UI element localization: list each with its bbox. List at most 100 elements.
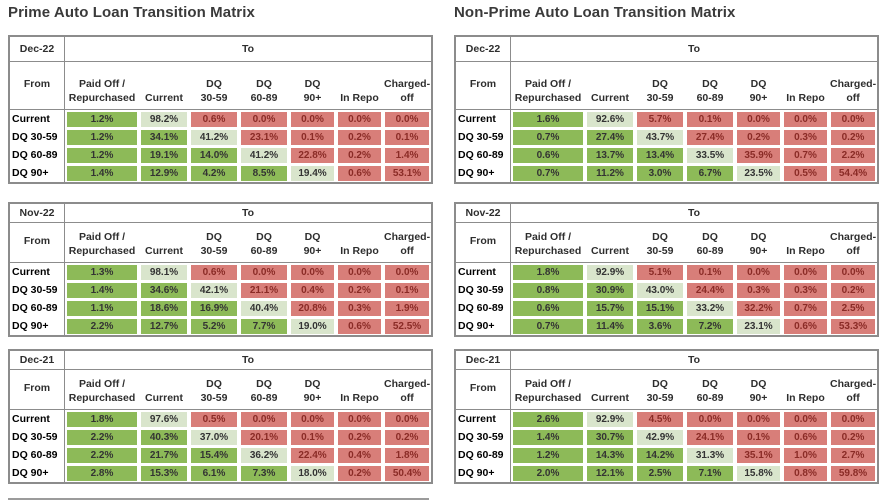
next-table-top-edge [8, 497, 429, 500]
matrix-cell: 2.8% [65, 463, 139, 482]
matrix-cell: 43.7% [635, 127, 685, 146]
matrix-cell: 0.1% [685, 109, 735, 128]
column-header-dq-60-89: DQ 60-89 [239, 222, 289, 263]
row-label: DQ 60-89 [10, 145, 65, 164]
matrix-cell: 1.1% [65, 298, 139, 317]
matrix-cell: 0.5% [782, 163, 829, 182]
row-label: DQ 30-59 [10, 127, 65, 146]
matrix-cell: 35.1% [735, 445, 782, 464]
period-label: Dec-22 [456, 36, 511, 62]
matrix-cell: 41.2% [189, 127, 239, 146]
matrix-cell: 13.4% [635, 145, 685, 164]
matrix-cell: 1.8% [65, 409, 139, 428]
matrix-cell: 1.4% [65, 163, 139, 182]
matrix-cell: 0.0% [782, 409, 829, 428]
column-header-dq-90: DQ 90+ [289, 369, 336, 410]
period-header-row: Nov-22 To [456, 203, 878, 223]
matrix-row-dq-90: DQ 90+ 0.7% 11.2% 3.0% 6.7% 23.5% 0.5% 54.4% [456, 163, 878, 182]
matrix-cell: 0.0% [239, 109, 289, 128]
prime-tables-container: Dec-22 To From Paid Off / Repurchased Curren… [8, 34, 434, 484]
period-label: Dec-21 [10, 350, 65, 370]
matrix-cell: 6.1% [189, 463, 239, 482]
column-header-dq-30-59: DQ 30-59 [189, 61, 239, 110]
matrix-cell: 0.0% [685, 409, 735, 428]
column-header-paid-off-repurchased: Paid Off / Repurchased [65, 61, 139, 110]
matrix-cell: 1.2% [65, 109, 139, 128]
to-header: To [65, 36, 432, 62]
matrix-cell: 5.7% [635, 109, 685, 128]
matrix-cell: 33.2% [685, 298, 735, 317]
matrix-row-dq-30-59: DQ 30-59 0.7% 27.4% 43.7% 27.4% 0.2% 0.3% 0.2% [456, 127, 878, 146]
matrix-cell: 0.1% [383, 127, 432, 146]
matrix-cell: 0.0% [239, 409, 289, 428]
nonprime-section-title: Non-Prime Auto Loan Transition Matrix [454, 4, 736, 21]
matrix-cell: 13.7% [585, 145, 635, 164]
section-prime: Prime Auto Loan Transition Matrix Dec-22… [8, 4, 434, 500]
matrix-cell: 2.2% [829, 145, 878, 164]
from-header: From [10, 222, 65, 263]
matrix-cell: 0.3% [735, 280, 782, 299]
matrix-row-current: Current 1.8% 97.6% 0.5% 0.0% 0.0% 0.0% 0.0% [10, 409, 432, 428]
matrix-row-dq-30-59: DQ 30-59 1.4% 34.6% 42.1% 21.1% 0.4% 0.2% 0.1% [10, 280, 432, 299]
matrix-cell: 0.3% [782, 280, 829, 299]
column-header-dq-60-89: DQ 60-89 [685, 222, 735, 263]
matrix-row-dq-60-89: DQ 60-89 0.6% 15.7% 15.1% 33.2% 32.2% 0.7% 2.5% [456, 298, 878, 317]
matrix-row-dq-90: DQ 90+ 2.0% 12.1% 2.5% 7.1% 15.8% 0.8% 59.8% [456, 463, 878, 482]
row-label: DQ 30-59 [10, 427, 65, 446]
column-header-dq-60-89: DQ 60-89 [239, 369, 289, 410]
column-header-current: Current [585, 222, 635, 263]
matrix-cell: 2.5% [635, 463, 685, 482]
column-header-in-repo: In Repo [782, 222, 829, 263]
to-header: To [65, 350, 432, 370]
matrix-cell: 4.2% [189, 163, 239, 182]
matrix-cell: 0.0% [289, 262, 336, 281]
period-label: Nov-22 [456, 203, 511, 223]
matrix-cell: 30.9% [585, 280, 635, 299]
matrix-cell: 0.2% [829, 280, 878, 299]
matrix-cell: 22.8% [289, 145, 336, 164]
matrix-cell: 0.0% [829, 109, 878, 128]
nonprime-transition-matrix-dec-21: Dec-21 To From Paid Off / Repurchased Curren… [454, 348, 880, 484]
period-header-row: Nov-22 To [10, 203, 432, 223]
column-header-dq-30-59: DQ 30-59 [635, 369, 685, 410]
prime-transition-matrix-nov-22: Nov-22 To From Paid Off / Repurchased Curren… [8, 201, 434, 337]
matrix-cell: 92.6% [585, 109, 635, 128]
matrix-cell: 1.2% [511, 445, 585, 464]
matrix-cell: 18.0% [289, 463, 336, 482]
column-header-paid-off-repurchased: Paid Off / Repurchased [511, 222, 585, 263]
row-label: DQ 60-89 [456, 145, 511, 164]
column-header-charged-off: Charged- off [829, 222, 878, 263]
matrix-cell: 30.7% [585, 427, 635, 446]
nonprime-tables-container: Dec-22 To From Paid Off / Repurchased Curren… [454, 34, 880, 484]
matrix-cell: 0.7% [511, 163, 585, 182]
matrix-cell: 21.1% [239, 280, 289, 299]
column-header-dq-90: DQ 90+ [735, 369, 782, 410]
matrix-cell: 40.3% [139, 427, 189, 446]
matrix-cell: 20.1% [239, 427, 289, 446]
period-header-row: Dec-21 To [456, 350, 878, 370]
matrix-cell: 8.5% [239, 163, 289, 182]
matrix-cell: 0.0% [289, 409, 336, 428]
row-label: DQ 60-89 [10, 298, 65, 317]
column-header-paid-off-repurchased: Paid Off / Repurchased [511, 61, 585, 110]
matrix-cell: 15.7% [585, 298, 635, 317]
matrix-cell: 19.4% [289, 163, 336, 182]
matrix-cell: 21.7% [139, 445, 189, 464]
column-header-current: Current [585, 369, 635, 410]
matrix-cell: 0.6% [336, 316, 383, 335]
row-label: Current [10, 409, 65, 428]
matrix-cell: 37.0% [189, 427, 239, 446]
matrix-cell: 0.6% [782, 316, 829, 335]
matrix-cell: 2.2% [65, 445, 139, 464]
matrix-row-current: Current 1.8% 92.9% 5.1% 0.1% 0.0% 0.0% 0.0% [456, 262, 878, 281]
matrix-cell: 24.4% [685, 280, 735, 299]
column-header-paid-off-repurchased: Paid Off / Repurchased [511, 369, 585, 410]
matrix-cell: 0.7% [782, 145, 829, 164]
matrix-cell: 34.6% [139, 280, 189, 299]
to-header: To [511, 350, 878, 370]
matrix-cell: 0.7% [511, 127, 585, 146]
matrix-cell: 0.0% [289, 109, 336, 128]
from-header: From [456, 369, 511, 410]
row-label: DQ 30-59 [456, 127, 511, 146]
matrix-cell: 35.9% [735, 145, 782, 164]
